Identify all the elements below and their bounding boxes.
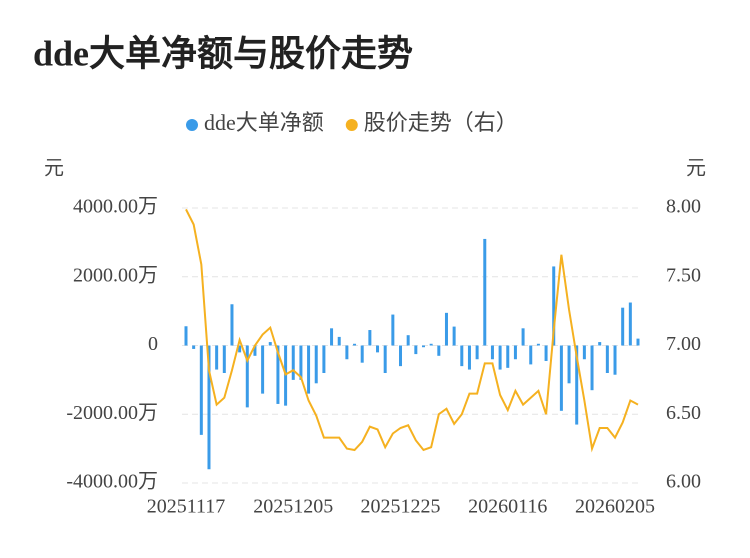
price-line <box>185 208 639 453</box>
bar <box>368 330 372 346</box>
y-tick-label: -2000.00万 <box>66 402 158 424</box>
bar <box>536 343 540 346</box>
bar <box>567 345 571 384</box>
bar <box>429 343 433 346</box>
bar <box>621 307 625 346</box>
bar <box>345 345 349 360</box>
bar <box>245 345 249 408</box>
y2-tick-label: 7.00 <box>666 333 701 355</box>
chart-title: dde大单净额与股价走势 <box>33 33 413 73</box>
y-tick-label: -4000.00万 <box>66 471 158 493</box>
legend-marker <box>345 119 358 131</box>
bar <box>452 326 456 346</box>
bar <box>437 345 441 356</box>
bar <box>506 345 510 368</box>
bar <box>199 345 203 435</box>
bar <box>376 345 380 353</box>
bar <box>360 345 364 363</box>
y-tick-label: 0 <box>148 333 158 355</box>
bar <box>575 345 579 425</box>
y2-tick-label: 8.00 <box>666 196 701 218</box>
bar <box>590 345 594 391</box>
bar <box>215 345 219 370</box>
bar <box>552 266 556 346</box>
bar <box>291 345 295 380</box>
bar <box>383 345 387 373</box>
bar <box>582 345 586 360</box>
bar <box>322 345 326 373</box>
bar <box>222 345 226 373</box>
bar <box>421 345 425 348</box>
x-tick-label: 20251205 <box>253 496 333 518</box>
bar <box>605 345 609 373</box>
bar <box>399 345 403 367</box>
y-tick-label: 2000.00万 <box>73 264 158 286</box>
bar <box>598 342 602 346</box>
bar <box>192 345 196 349</box>
y2-tick-label: 6.00 <box>666 471 701 493</box>
bar <box>559 345 563 411</box>
bar <box>238 345 242 353</box>
legend-label: dde大单净额 <box>204 110 324 135</box>
y2-axis-unit: 元 <box>686 158 706 180</box>
bar <box>544 345 548 361</box>
bar <box>475 345 479 360</box>
x-tick-label: 20260205 <box>575 496 655 518</box>
y-axis-unit: 元 <box>44 158 64 180</box>
bar <box>498 345 502 370</box>
bar <box>284 345 288 406</box>
bar <box>444 312 448 346</box>
bar <box>268 342 272 346</box>
bar <box>529 345 533 365</box>
bar <box>513 345 517 360</box>
x-tick-label: 20251117 <box>147 496 226 518</box>
bar <box>337 336 341 346</box>
bar <box>613 345 617 375</box>
legend-marker <box>186 119 198 131</box>
bar <box>391 314 395 346</box>
bar <box>467 345 471 370</box>
bar <box>307 345 311 394</box>
bar <box>330 328 334 346</box>
bar <box>299 345 303 380</box>
bar <box>230 304 234 346</box>
bar <box>521 328 525 346</box>
legend-label: 股价走势（右） <box>364 110 518 135</box>
y2-tick-label: 7.50 <box>666 264 701 286</box>
bar <box>353 343 357 346</box>
bar <box>460 345 464 367</box>
bar <box>253 345 257 356</box>
bar <box>636 338 640 346</box>
bar <box>490 345 494 360</box>
bar <box>207 345 211 470</box>
bar <box>314 345 318 384</box>
bar <box>628 302 632 346</box>
bar <box>483 238 487 346</box>
bar <box>414 345 418 355</box>
x-tick-label: 20260116 <box>468 496 547 518</box>
y-tick-label: 4000.00万 <box>73 196 158 218</box>
y2-tick-label: 6.50 <box>666 402 701 424</box>
bar <box>261 345 265 394</box>
x-tick-label: 20251225 <box>361 496 441 518</box>
bar <box>184 326 188 346</box>
bar <box>276 345 280 404</box>
bar <box>406 335 410 346</box>
